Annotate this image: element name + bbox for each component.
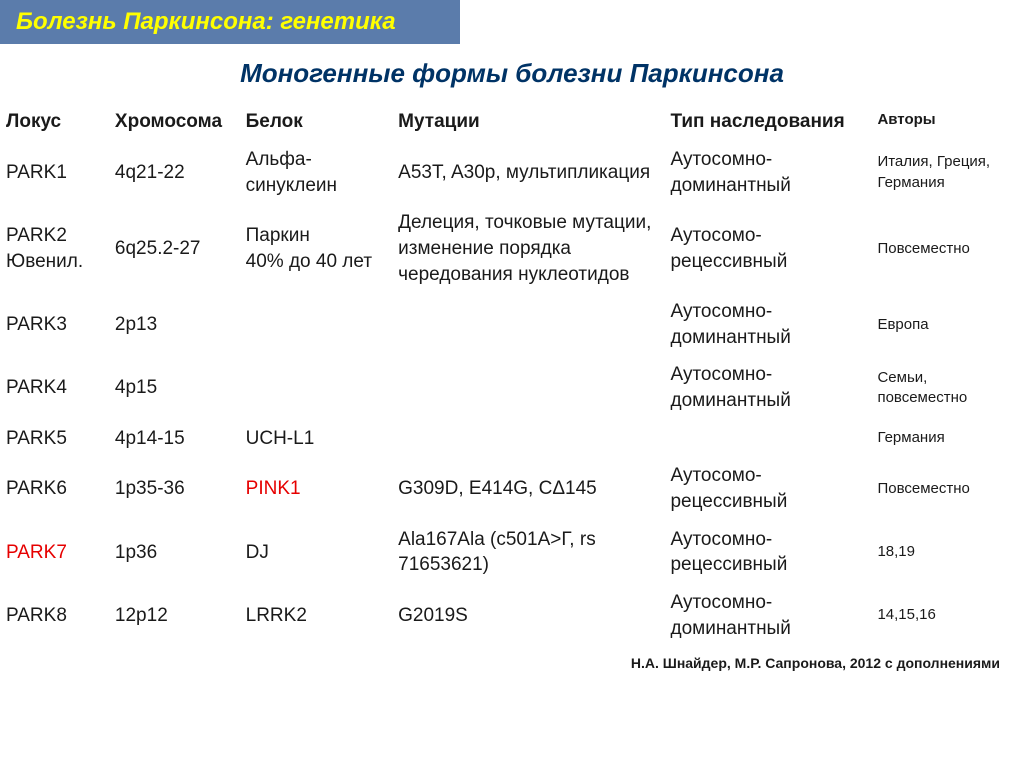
- cell-protein: PINK1: [240, 457, 393, 520]
- cell-mutations: Ala167Ala (c501A>Г, rs 71653621): [392, 521, 664, 584]
- cell-inheritance: Аутосомно-доминантный: [664, 293, 871, 356]
- cell-protein: [240, 356, 393, 419]
- table-header-row: Локус Хромосома Белок Мутации Тип наслед…: [0, 103, 1024, 141]
- cell-mutations: [392, 356, 664, 419]
- cell-authors: Повсеместно: [871, 457, 1024, 520]
- page-title: Болезнь Паркинсона: генетика: [16, 8, 444, 36]
- cell-locus: PARK5: [0, 420, 109, 458]
- cell-inheritance: Аутосомно-рецессивный: [664, 521, 871, 584]
- cell-inheritance: Аутосомо-рецессивный: [664, 457, 871, 520]
- col-inheritance: Тип наследования: [664, 103, 871, 141]
- cell-chromosome: 4p15: [109, 356, 240, 419]
- header-bar: Болезнь Паркинсона: генетика: [0, 0, 460, 44]
- cell-locus: PARK3: [0, 293, 109, 356]
- table-row: PARK61p35-36PINK1G309D, E414G, CΔ145Ауто…: [0, 457, 1024, 520]
- cell-authors: Европа: [871, 293, 1024, 356]
- cell-locus: PARK4: [0, 356, 109, 419]
- cell-protein: DJ: [240, 521, 393, 584]
- col-protein: Белок: [240, 103, 393, 141]
- table-body: PARK14q21-22Альфа-синуклеинA53T, A30p, м…: [0, 141, 1024, 647]
- cell-mutations: G2019S: [392, 584, 664, 647]
- cell-mutations: [392, 420, 664, 458]
- table-row: PARK32p13 Аутосомно-доминантныйЕвропа: [0, 293, 1024, 356]
- cell-authors: Италия, Греция, Германия: [871, 141, 1024, 204]
- cell-mutations: [392, 293, 664, 356]
- cell-authors: Семьи, повсеместно: [871, 356, 1024, 419]
- cell-inheritance: Аутосомно-доминантный: [664, 141, 871, 204]
- cell-locus: PARK6: [0, 457, 109, 520]
- table-row: PARK14q21-22Альфа-синуклеинA53T, A30p, м…: [0, 141, 1024, 204]
- cell-mutations: Делеция, точковые мутации, изменение пор…: [392, 204, 664, 293]
- subtitle: Моногенные формы болезни Паркинсона: [0, 58, 1024, 89]
- cell-protein: LRRK2: [240, 584, 393, 647]
- cell-inheritance: [664, 420, 871, 458]
- table-row: PARK71p36DJAla167Ala (c501A>Г, rs 716536…: [0, 521, 1024, 584]
- genetics-table: Локус Хромосома Белок Мутации Тип наслед…: [0, 103, 1024, 647]
- cell-locus: PARK1: [0, 141, 109, 204]
- cell-authors: Германия: [871, 420, 1024, 458]
- cell-protein: Альфа-синуклеин: [240, 141, 393, 204]
- col-mutations: Мутации: [392, 103, 664, 141]
- cell-chromosome: 2p13: [109, 293, 240, 356]
- col-chromosome: Хромосома: [109, 103, 240, 141]
- cell-authors: 14,15,16: [871, 584, 1024, 647]
- cell-chromosome: 1p35-36: [109, 457, 240, 520]
- cell-protein: UCH-L1: [240, 420, 393, 458]
- cell-inheritance: Аутосомо-рецессивный: [664, 204, 871, 293]
- col-locus: Локус: [0, 103, 109, 141]
- cell-inheritance: Аутосомно-доминантный: [664, 584, 871, 647]
- cell-chromosome: 4p14-15: [109, 420, 240, 458]
- table-row: PARK54p14-15UCH-L1 Германия: [0, 420, 1024, 458]
- cell-protein: Паркин 40% до 40 лет: [240, 204, 393, 293]
- cell-mutations: A53T, A30p, мультипликация: [392, 141, 664, 204]
- cell-locus: PARK8: [0, 584, 109, 647]
- cell-authors: Повсеместно: [871, 204, 1024, 293]
- cell-chromosome: 6q25.2-27: [109, 204, 240, 293]
- cell-protein: [240, 293, 393, 356]
- cell-mutations: G309D, E414G, CΔ145: [392, 457, 664, 520]
- footer-citation: Н.А. Шнайдер, М.Р. Сапронова, 2012 с доп…: [0, 647, 1024, 671]
- col-authors: Авторы: [871, 103, 1024, 141]
- cell-chromosome: 1p36: [109, 521, 240, 584]
- cell-locus: PARK2 Ювенил.: [0, 204, 109, 293]
- cell-chromosome: 12p12: [109, 584, 240, 647]
- table-row: PARK812p12LRRK2G2019SАутосомно-доминантн…: [0, 584, 1024, 647]
- cell-chromosome: 4q21-22: [109, 141, 240, 204]
- cell-authors: 18,19: [871, 521, 1024, 584]
- cell-locus: PARK7: [0, 521, 109, 584]
- table-row: PARK44p15 Аутосомно-доминантныйСемьи, пов…: [0, 356, 1024, 419]
- cell-inheritance: Аутосомно-доминантный: [664, 356, 871, 419]
- table-row: PARK2 Ювенил.6q25.2-27Паркин 40% до 40 л…: [0, 204, 1024, 293]
